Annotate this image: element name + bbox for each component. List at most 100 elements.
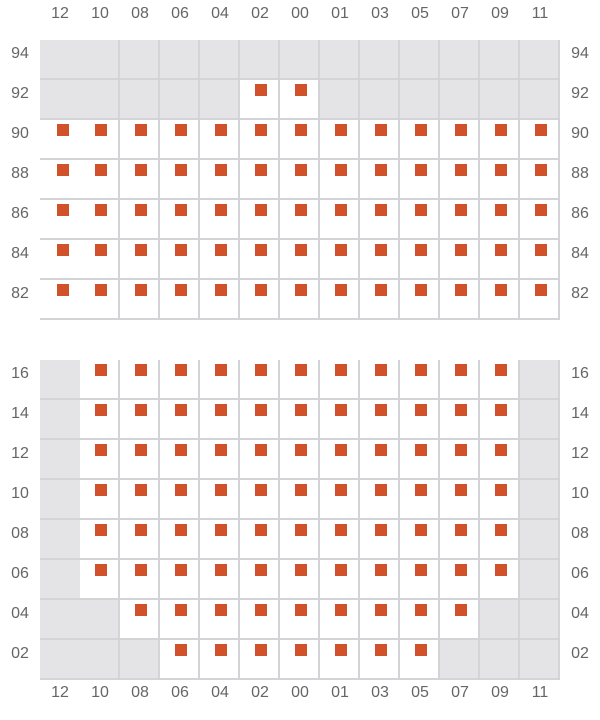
seat-available-marker-icon[interactable] xyxy=(415,124,427,136)
seat-86-04[interactable] xyxy=(200,200,240,240)
seat-available-marker-icon[interactable] xyxy=(495,404,507,416)
seat-available-marker-icon[interactable] xyxy=(175,364,187,376)
seat-10-00[interactable] xyxy=(280,480,320,520)
seat-88-11[interactable] xyxy=(520,160,560,200)
seat-available-marker-icon[interactable] xyxy=(495,444,507,456)
seat-08-01[interactable] xyxy=(320,520,360,560)
seat-available-marker-icon[interactable] xyxy=(95,484,107,496)
seat-available-marker-icon[interactable] xyxy=(135,444,147,456)
seat-04-06[interactable] xyxy=(160,600,200,640)
seat-90-02[interactable] xyxy=(240,120,280,160)
seat-available-marker-icon[interactable] xyxy=(175,564,187,576)
seat-90-01[interactable] xyxy=(320,120,360,160)
seat-88-10[interactable] xyxy=(80,160,120,200)
seat-90-10[interactable] xyxy=(80,120,120,160)
seat-82-04[interactable] xyxy=(200,280,240,320)
seat-available-marker-icon[interactable] xyxy=(455,444,467,456)
seat-10-01[interactable] xyxy=(320,480,360,520)
seat-available-marker-icon[interactable] xyxy=(215,204,227,216)
seat-82-00[interactable] xyxy=(280,280,320,320)
seat-90-09[interactable] xyxy=(480,120,520,160)
seat-available-marker-icon[interactable] xyxy=(535,164,547,176)
seat-04-07[interactable] xyxy=(440,600,480,640)
seat-available-marker-icon[interactable] xyxy=(495,244,507,256)
seat-available-marker-icon[interactable] xyxy=(335,484,347,496)
seat-available-marker-icon[interactable] xyxy=(255,164,267,176)
seat-available-marker-icon[interactable] xyxy=(535,284,547,296)
seat-available-marker-icon[interactable] xyxy=(255,524,267,536)
seat-08-04[interactable] xyxy=(200,520,240,560)
seat-available-marker-icon[interactable] xyxy=(255,404,267,416)
seat-04-05[interactable] xyxy=(400,600,440,640)
seat-12-02[interactable] xyxy=(240,440,280,480)
seat-84-09[interactable] xyxy=(480,240,520,280)
seat-90-06[interactable] xyxy=(160,120,200,160)
seat-available-marker-icon[interactable] xyxy=(175,244,187,256)
seat-available-marker-icon[interactable] xyxy=(295,564,307,576)
seat-available-marker-icon[interactable] xyxy=(375,524,387,536)
seat-86-06[interactable] xyxy=(160,200,200,240)
seat-86-02[interactable] xyxy=(240,200,280,240)
seat-available-marker-icon[interactable] xyxy=(95,124,107,136)
seat-12-04[interactable] xyxy=(200,440,240,480)
seat-available-marker-icon[interactable] xyxy=(135,164,147,176)
seat-06-04[interactable] xyxy=(200,560,240,600)
seat-available-marker-icon[interactable] xyxy=(255,364,267,376)
seat-available-marker-icon[interactable] xyxy=(215,644,227,656)
seat-84-12[interactable] xyxy=(40,240,82,280)
seat-10-09[interactable] xyxy=(480,480,520,520)
seat-14-05[interactable] xyxy=(400,400,440,440)
seat-04-08[interactable] xyxy=(120,600,160,640)
seat-14-01[interactable] xyxy=(320,400,360,440)
seat-available-marker-icon[interactable] xyxy=(175,604,187,616)
seat-08-09[interactable] xyxy=(480,520,520,560)
seat-available-marker-icon[interactable] xyxy=(415,164,427,176)
seat-10-08[interactable] xyxy=(120,480,160,520)
seat-available-marker-icon[interactable] xyxy=(415,524,427,536)
seat-available-marker-icon[interactable] xyxy=(215,444,227,456)
seat-06-07[interactable] xyxy=(440,560,480,600)
seat-08-10[interactable] xyxy=(80,520,120,560)
seat-86-01[interactable] xyxy=(320,200,360,240)
seat-available-marker-icon[interactable] xyxy=(415,244,427,256)
seat-available-marker-icon[interactable] xyxy=(295,524,307,536)
seat-available-marker-icon[interactable] xyxy=(215,284,227,296)
seat-available-marker-icon[interactable] xyxy=(295,164,307,176)
seat-14-10[interactable] xyxy=(80,400,120,440)
seat-available-marker-icon[interactable] xyxy=(95,364,107,376)
seat-82-05[interactable] xyxy=(400,280,440,320)
seat-available-marker-icon[interactable] xyxy=(455,524,467,536)
seat-12-09[interactable] xyxy=(480,440,520,480)
seat-available-marker-icon[interactable] xyxy=(495,524,507,536)
seat-08-03[interactable] xyxy=(360,520,400,560)
seat-available-marker-icon[interactable] xyxy=(455,604,467,616)
seat-available-marker-icon[interactable] xyxy=(95,444,107,456)
seat-available-marker-icon[interactable] xyxy=(95,564,107,576)
seat-84-10[interactable] xyxy=(80,240,120,280)
seat-available-marker-icon[interactable] xyxy=(295,124,307,136)
seat-16-02[interactable] xyxy=(240,360,280,400)
seat-02-03[interactable] xyxy=(360,640,400,680)
seat-available-marker-icon[interactable] xyxy=(255,124,267,136)
seat-08-05[interactable] xyxy=(400,520,440,560)
seat-14-02[interactable] xyxy=(240,400,280,440)
seat-84-01[interactable] xyxy=(320,240,360,280)
seat-available-marker-icon[interactable] xyxy=(415,484,427,496)
seat-16-06[interactable] xyxy=(160,360,200,400)
seat-86-10[interactable] xyxy=(80,200,120,240)
seat-available-marker-icon[interactable] xyxy=(215,124,227,136)
seat-84-07[interactable] xyxy=(440,240,480,280)
seat-88-01[interactable] xyxy=(320,160,360,200)
seat-82-12[interactable] xyxy=(40,280,82,320)
seat-04-01[interactable] xyxy=(320,600,360,640)
seat-available-marker-icon[interactable] xyxy=(495,204,507,216)
seat-08-00[interactable] xyxy=(280,520,320,560)
seat-available-marker-icon[interactable] xyxy=(455,204,467,216)
seat-available-marker-icon[interactable] xyxy=(535,124,547,136)
seat-88-05[interactable] xyxy=(400,160,440,200)
seat-86-05[interactable] xyxy=(400,200,440,240)
seat-90-07[interactable] xyxy=(440,120,480,160)
seat-14-03[interactable] xyxy=(360,400,400,440)
seat-16-05[interactable] xyxy=(400,360,440,400)
seat-16-04[interactable] xyxy=(200,360,240,400)
